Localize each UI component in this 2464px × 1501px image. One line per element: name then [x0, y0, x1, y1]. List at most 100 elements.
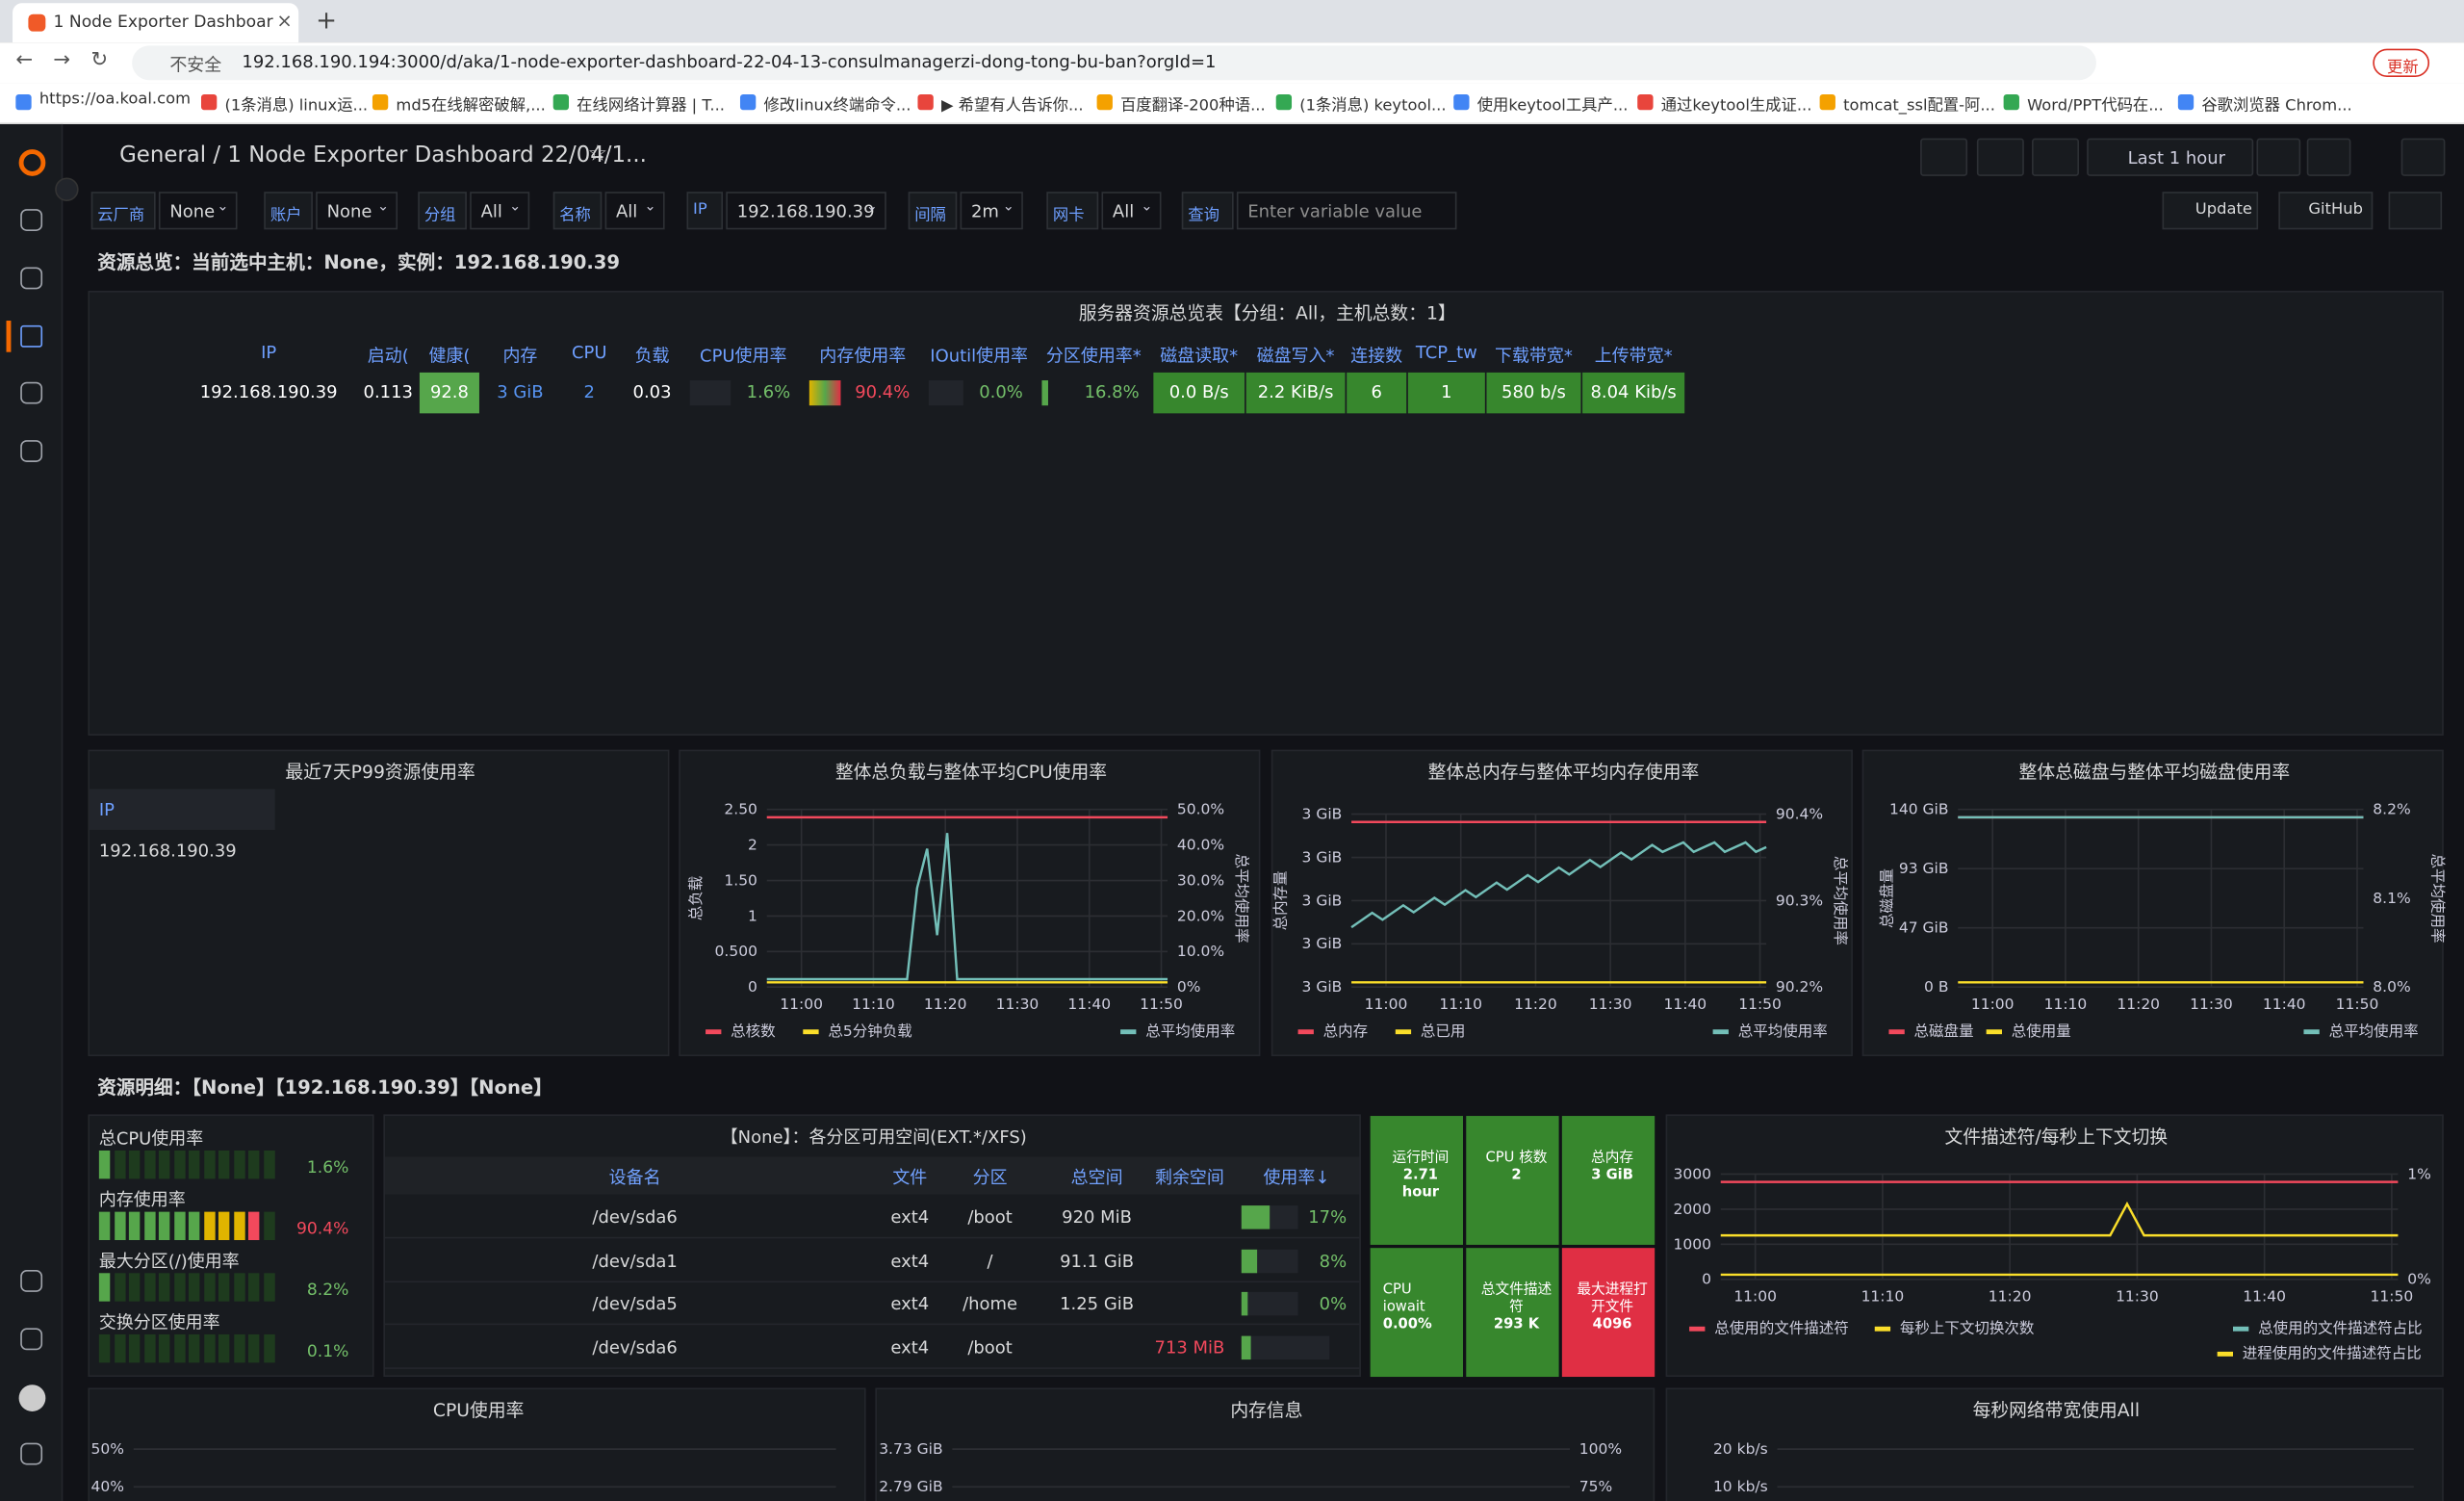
toolbar-button[interactable] [1920, 138, 1968, 176]
stat-value: 293 K [1493, 1317, 1540, 1333]
toolbar-button[interactable] [2306, 138, 2351, 176]
variable-value[interactable]: Enter variable value [1236, 192, 1457, 230]
variable-value-text: 192.168.190.39 [736, 200, 875, 222]
bookmark[interactable]: md5在线解密破解,... [372, 90, 549, 116]
bookmark[interactable]: (1条消息) keytool... [1275, 90, 1452, 116]
nav-buttons[interactable]: ←→↻ [15, 48, 129, 73]
table-cell: 92.8 [419, 372, 479, 414]
table-header[interactable]: 负载 [634, 346, 670, 367]
bookmark[interactable]: Word/PPT代码在... [2003, 90, 2180, 116]
toolbar-button[interactable] [1976, 138, 2024, 176]
avatar[interactable] [18, 1385, 46, 1411]
chart-canvas: 3 GiB 3 GiB 3 GiB 3 GiB 3 GiB 90.4% 90.3% 90.2%… [1272, 806, 1849, 1040]
star[interactable]: ☆ [587, 141, 608, 168]
nav-icon[interactable] [20, 440, 43, 462]
nav-icon[interactable] [20, 267, 43, 290]
gauge-segment [128, 1150, 141, 1179]
github-button[interactable]: GitHub [2278, 192, 2374, 230]
bookmark[interactable]: ▶ 希望有人告诉你... [917, 90, 1093, 116]
tab[interactable]: 1 Node Exporter Dashboard 2× [13, 3, 299, 43]
table-header[interactable]: 内存 [502, 346, 538, 367]
table-value: 6 [1371, 381, 1382, 402]
table-header[interactable]: 健康( [428, 346, 471, 367]
variable-value[interactable]: All ⌄ [1101, 192, 1162, 230]
table-header[interactable]: IP [261, 342, 277, 364]
bookmark[interactable]: https://oa.koal.com [15, 90, 192, 116]
time-picker[interactable]: Last 1 hour [2087, 138, 2254, 176]
y-tick-label: 0 [748, 978, 757, 996]
table-header[interactable]: 分区 [972, 1167, 1008, 1189]
table-header[interactable]: 连接数 [1350, 346, 1403, 367]
toolbar-button[interactable] [2400, 138, 2446, 176]
new-tab[interactable]: + [316, 4, 338, 35]
table-cell: 2.2 KiB/s [1245, 372, 1346, 414]
x-tick-label: 11:00 [1365, 996, 1408, 1013]
menu-button[interactable] [2388, 192, 2443, 230]
stat-value: 2 [1511, 1167, 1522, 1184]
y2-tick-label: 100% [1579, 1440, 1622, 1458]
variable-value[interactable]: 2m ⌄ [960, 192, 1023, 230]
nav-icon[interactable] [20, 209, 43, 231]
variable-value[interactable]: 192.168.190.39 ⌄ [726, 192, 886, 230]
bookmark[interactable]: 通过keytool生成证... [1637, 90, 1813, 116]
bookmark[interactable]: 谷歌浏览器 Chrom... [2177, 90, 2354, 116]
x-tick-label: 11:50 [2336, 996, 2379, 1013]
row-title[interactable]: 资源总览：当前选中主机：None，实例：192.168.190.39 [97, 251, 621, 274]
variable-value[interactable]: None ⌄ [158, 192, 238, 230]
table-header[interactable]: 设备名 [608, 1167, 661, 1189]
table-header[interactable]: 内存使用率 [819, 346, 907, 367]
variable-label-text: 账户 [270, 207, 302, 225]
variable-value[interactable]: All ⌄ [470, 192, 530, 230]
table-header[interactable]: 使用率↓ [1263, 1167, 1330, 1189]
table-header[interactable]: 总空间 [1070, 1167, 1123, 1189]
table-header[interactable]: 下载带宽* [1495, 346, 1573, 367]
table-header[interactable]: 磁盘写入* [1256, 346, 1335, 367]
variable-value[interactable]: All ⌄ [604, 192, 665, 230]
update-button[interactable]: Update [2162, 192, 2259, 230]
variable-label-text: 网卡 [1052, 207, 1085, 225]
stat-tile: 最大进程打开文件 4096 [1561, 1248, 1656, 1378]
table-header[interactable]: 启动( [367, 346, 409, 367]
table-header[interactable]: CPU使用率 [700, 346, 787, 367]
bookmark[interactable]: tomcat_ssl配置-阿... [1819, 90, 1996, 116]
nav-icon-active[interactable] [20, 324, 43, 348]
table-header[interactable]: TCP_tw [1415, 342, 1477, 364]
browser-update[interactable]: 更新 [2373, 48, 2430, 77]
grafana-logo[interactable] [18, 149, 46, 176]
x-tick-label: 11:30 [1589, 996, 1632, 1013]
bookmark[interactable]: 百度翻译-200种语... [1096, 90, 1273, 116]
bookmark[interactable]: 使用keytool工具产... [1453, 90, 1630, 116]
row-title[interactable]: 资源明细：【None】【192.168.190.39】【None】 [97, 1076, 552, 1100]
table-header[interactable]: 磁盘读取* [1160, 346, 1239, 367]
variable-value[interactable]: None ⌄ [316, 192, 398, 230]
legend-swatch [1986, 1029, 2002, 1035]
p99-header[interactable]: IP [98, 799, 116, 821]
table-header[interactable]: 剩余空间 [1154, 1167, 1224, 1189]
table-value: 2 [583, 381, 595, 402]
y-tick-label: 93 GiB [1899, 860, 1949, 877]
toolbar-button[interactable] [2256, 138, 2301, 176]
gauge-segment [98, 1150, 111, 1179]
table-header[interactable]: 分区使用率* [1045, 346, 1142, 367]
variable-label: 名称 [552, 192, 603, 230]
nav-icon[interactable] [20, 381, 43, 404]
bookmark[interactable]: (1条消息) linux运... [200, 90, 377, 116]
table-header[interactable]: 上传带宽* [1594, 346, 1673, 367]
table-header[interactable]: CPU [571, 342, 607, 364]
bookmark[interactable]: 修改linux终端命令... [739, 90, 916, 116]
toolbar-button[interactable] [2032, 138, 2079, 176]
address-bar[interactable]: 不安全 192.168.190.194:3000/d/aka/1-node-exp… [132, 45, 2096, 81]
y-tick-label: 47 GiB [1899, 919, 1949, 937]
gauge-value: 1.6% [306, 1158, 349, 1178]
table-header[interactable]: IOutil使用率 [930, 346, 1029, 367]
x-tick-label: 11:10 [2044, 996, 2088, 1013]
bookmark[interactable]: 在线网络计算器 | T... [552, 90, 730, 116]
nav-icon[interactable] [20, 1270, 43, 1292]
nav-icon[interactable] [20, 1328, 43, 1351]
nav-icon[interactable] [20, 1442, 43, 1465]
bookmark-icon [917, 93, 934, 111]
sidebar-toggle[interactable] [55, 177, 79, 201]
chart-panel: 每秒网络带宽使用All 20 kb/s 10 kb/s [1665, 1387, 2444, 1501]
bookmark-icon [1096, 93, 1113, 111]
table-header[interactable]: 文件 [892, 1167, 928, 1189]
